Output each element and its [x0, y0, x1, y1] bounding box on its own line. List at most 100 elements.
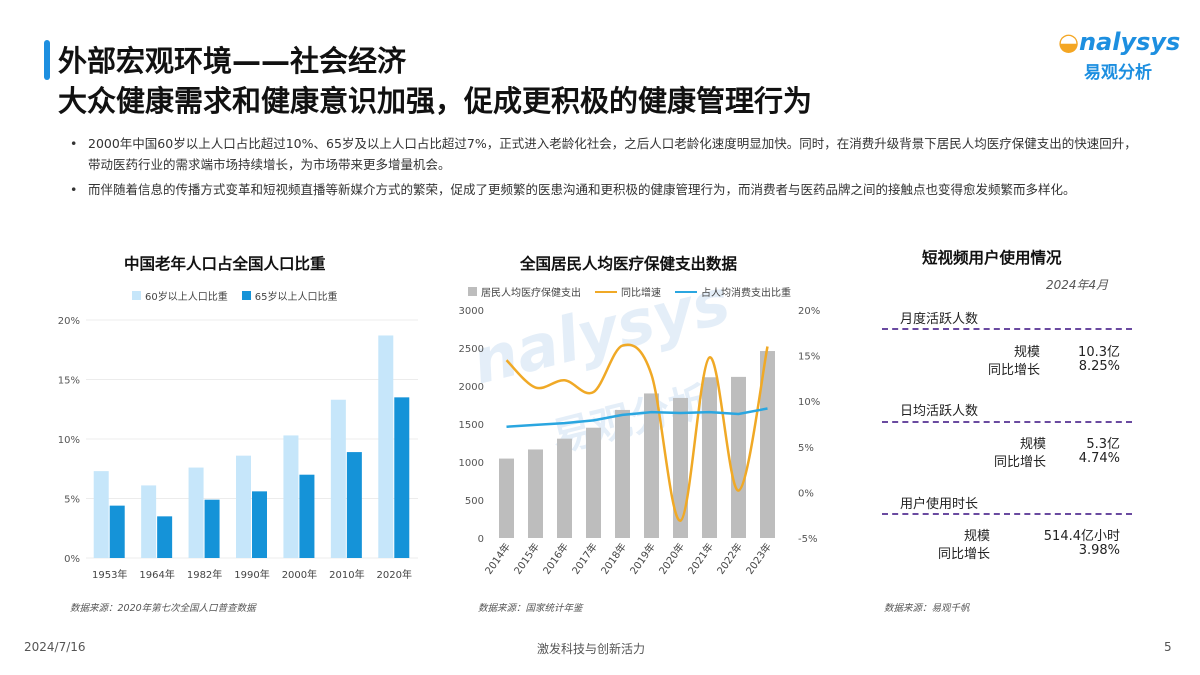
bar-health-spending [673, 397, 688, 538]
row-label: 同比增长 [937, 547, 990, 562]
chart2-svg: 0 500 1000 1500 2000 2500 3000 -5% 0% 5% 10% 15% 20%… [459, 306, 821, 577]
x-tick-label: 2023年 [743, 540, 774, 576]
x-tick-label: 2018年 [598, 540, 629, 576]
bar-60-plus [330, 399, 346, 558]
x-tick-label: 1982年 [187, 568, 222, 581]
page-number: 5 [1164, 640, 1172, 654]
section-title-mau: 月度活跃人数 [900, 312, 979, 327]
legend-swatch [132, 291, 141, 300]
section-divider [882, 328, 1132, 330]
bar-60-plus [236, 455, 251, 558]
chart2-source: 数据来源：国家统计年鉴 [478, 603, 583, 614]
section-divider [882, 421, 1132, 423]
bar-60-plus [283, 435, 299, 558]
page-title: 外部宏观环境——社会经济 [58, 44, 407, 78]
line-consumption-share [506, 407, 768, 428]
bar-65-plus [346, 452, 362, 558]
panel-source: 数据来源：易观千帆 [884, 603, 970, 614]
row-label: 同比增长 [987, 363, 1040, 378]
y-left-tick-label: 3000 [459, 306, 484, 317]
y-left-tick-label: 2500 [459, 344, 484, 355]
legend-swatch [241, 291, 251, 300]
row-value: 3.98% [1078, 543, 1120, 558]
x-tick-label: 2020年 [656, 540, 687, 576]
title-accent-bar [44, 40, 50, 80]
chart1-legend: 60岁以上人口比重 65岁以上人口比重 [132, 288, 351, 303]
y-tick-label: 20% [58, 316, 80, 327]
x-tick-label: 2014年 [482, 540, 513, 576]
section-title-dau: 日均活跃人数 [900, 404, 979, 419]
row-value: 5.3亿 [1086, 437, 1120, 452]
line-growth-rate [505, 343, 769, 522]
chart1-title: 中国老年人口占全国人口比重 [124, 255, 326, 273]
row-label: 规模 [1013, 345, 1040, 360]
panel-title: 短视频用户使用情况 [922, 249, 1062, 267]
x-tick-label: 2019年 [627, 540, 658, 576]
bullet-item: 2000年中国60岁以上人口占比超过10%、65岁及以上人口占比超过7%，正式进… [66, 133, 1146, 175]
row-label: 规模 [1019, 437, 1046, 452]
footer-date: 2024/7/16 [24, 640, 86, 654]
x-tick-label: 2022年 [714, 540, 745, 576]
x-tick-label: 2015年 [511, 540, 542, 576]
y-tick-label: 0% [64, 554, 80, 565]
bar-health-spending [586, 427, 601, 538]
analysys-logo: ◒nalysys 易观分析 [1058, 28, 1180, 88]
y-left-tick-label: 500 [465, 496, 484, 507]
bar-65-plus [204, 499, 220, 558]
bar-65-plus [299, 474, 315, 558]
bar-60-plus [141, 485, 157, 558]
chart2-title: 全国居民人均医疗保健支出数据 [520, 255, 738, 273]
y-left-tick-label: 1000 [459, 458, 484, 469]
legend-line-swatch [675, 290, 697, 293]
logo-cn-text: 易观分析 [1084, 63, 1152, 83]
bar-health-spending [731, 376, 746, 538]
row-value: 10.3亿 [1078, 345, 1120, 360]
chart1-svg: 0% 5% 10% 15% 20% 1953年 1964年 1982年 1990年 2000年 20… [58, 316, 418, 581]
bar-60-plus [93, 471, 109, 558]
logo-swoosh-icon: ◒ [1058, 28, 1079, 56]
bar-65-plus [157, 516, 173, 558]
section-divider [882, 513, 1132, 515]
y-tick-label: 5% [64, 495, 80, 506]
row-value: 4.74% [1078, 451, 1120, 466]
chart2-legend-item-share: 占人均消费支出比重 [675, 284, 791, 299]
y-tick-label: 15% [58, 376, 80, 387]
chart2-legend: 居民人均医疗保健支出 同比增速 占人均消费支出比重 [468, 284, 805, 299]
x-tick-label: 1990年 [234, 568, 269, 581]
bar-health-spending [557, 438, 572, 538]
row-value: 514.4亿小时 [1043, 529, 1120, 544]
legend-swatch [468, 287, 477, 296]
y-left-tick-label: 1500 [459, 420, 484, 431]
bar-65-plus [394, 397, 410, 558]
bar-health-spending [499, 458, 514, 538]
row-label: 同比增长 [993, 455, 1046, 470]
x-tick-label: 2010年 [329, 568, 364, 581]
bar-health-spending [702, 377, 717, 538]
chart2-legend-item-bar: 居民人均医疗保健支出 [468, 284, 581, 299]
y-right-tick-label: 20% [798, 306, 820, 317]
chart1-source: 数据来源：2020年第七次全国人口普查数据 [70, 603, 256, 614]
bar-health-spending [528, 449, 543, 538]
row-label: 规模 [963, 529, 990, 544]
bar-60-plus [188, 467, 204, 558]
page-subtitle: 大众健康需求和健康意识加强，促成更积极的健康管理行为 [58, 84, 813, 118]
bar-65-plus [109, 505, 125, 558]
y-left-tick-label: 2000 [459, 382, 484, 393]
y-right-tick-label: 5% [798, 443, 814, 454]
x-tick-label: 2016年 [540, 540, 571, 576]
x-tick-label: 2021年 [685, 540, 716, 576]
bullet-item: 而伴随着信息的传播方式变革和短视频直播等新媒介方式的繁荣，促成了更频繁的医患沟通… [66, 179, 1146, 200]
x-tick-label: 1953年 [92, 568, 127, 581]
y-tick-label: 10% [58, 435, 80, 446]
y-right-tick-label: -5% [798, 534, 817, 545]
bar-65-plus [252, 491, 267, 558]
bar-health-spending [644, 393, 659, 538]
bar-health-spending [760, 351, 775, 538]
y-right-tick-label: 10% [798, 397, 820, 408]
x-tick-label: 2017年 [569, 540, 600, 576]
panel-date: 2024年4月 [1046, 278, 1109, 292]
row-value: 8.25% [1078, 359, 1120, 374]
x-tick-label: 2020年 [377, 568, 412, 581]
y-right-tick-label: 15% [798, 352, 820, 363]
legend-line-swatch [595, 290, 617, 293]
